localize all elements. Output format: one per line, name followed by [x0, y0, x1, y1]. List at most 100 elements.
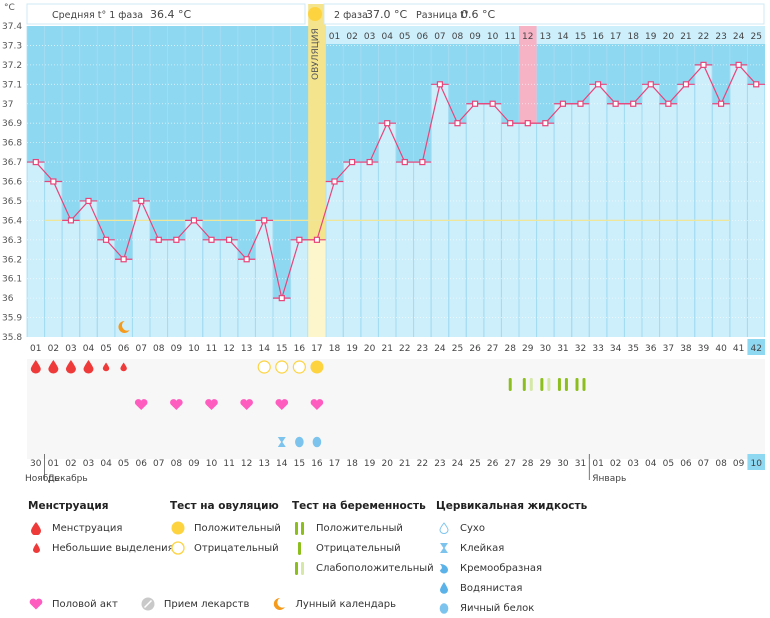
calendar-date-label: 04: [645, 459, 657, 469]
legend-title: Тест на беременность: [292, 500, 426, 512]
luteal-day-label: 13: [540, 32, 551, 42]
y-unit-label: °C: [4, 3, 15, 13]
temp-bar: [695, 64, 712, 337]
sticky-icon: [277, 437, 286, 447]
y-tick-label: 37.4: [2, 22, 22, 32]
calendar-date-label: 23: [434, 459, 445, 469]
calendar-date-label: 30: [557, 459, 569, 469]
pregnancy-test-stripe-icon: [529, 378, 533, 391]
temp-bar: [537, 123, 554, 337]
temperature-point: [296, 236, 303, 243]
calendar-date-label: 28: [522, 459, 534, 469]
temperature-point: [612, 100, 619, 107]
ovulation-test-negative-icon: [292, 360, 306, 374]
temperature-point: [559, 100, 567, 107]
cycle-day-label: 09: [171, 344, 183, 354]
y-tick-label: 36.5: [2, 197, 22, 207]
heart-icon: [275, 399, 289, 410]
phase2-avg-label: 2 фаза: [334, 10, 368, 21]
calendar-date-label: 10: [206, 459, 218, 469]
temp-bar: [326, 181, 343, 337]
legend-label: Половой акт: [52, 598, 118, 610]
today-highlight: [747, 454, 765, 470]
luteal-day-label: 25: [750, 32, 761, 42]
temp-bar: [220, 239, 238, 337]
month-label: Январь: [592, 474, 626, 484]
y-tick-label: 37.1: [2, 80, 22, 90]
temperature-point: [630, 100, 637, 107]
cycle-day-label: 17: [311, 344, 322, 354]
calendar-date-label: 10: [750, 459, 762, 469]
calendar-date-label: 20: [381, 459, 393, 469]
legend-label: Прием лекарств: [163, 598, 250, 610]
pregnancy-test-stripe-icon: [547, 378, 551, 391]
ovulation-test-negative-icon: [275, 360, 289, 374]
legend-title: Цервикальная жидкость: [436, 500, 588, 512]
temperature-point: [577, 100, 584, 107]
cycle-day-label: 32: [575, 344, 586, 354]
filled-circle-icon: [170, 520, 186, 536]
legend-label: Кремообразная: [460, 562, 543, 574]
current-day-highlight: [747, 339, 765, 355]
cycle-day-label: 06: [118, 344, 130, 354]
legend-label: Сухо: [460, 522, 485, 534]
phase2-header-box: [323, 3, 765, 25]
temperature-point: [735, 61, 742, 68]
cycle-day-label: 28: [504, 344, 516, 354]
legend-pregnancy-test: Тест на беременность Положительный Отриц…: [292, 500, 434, 578]
cycle-day-label: 34: [610, 344, 622, 354]
legend-title: Менструация: [28, 500, 109, 512]
calendar-date-label: 27: [504, 459, 515, 469]
cycle-day-label: 12: [223, 344, 234, 354]
temperature-point: [665, 100, 672, 107]
cycle-day-label: 30: [540, 344, 552, 354]
weak-stripes-icon: [292, 560, 308, 576]
legend-label: Водянистая: [460, 582, 523, 594]
luteal-day-label: 23: [715, 32, 726, 42]
luteal-day-label: 01: [329, 32, 340, 42]
y-tick-label: 36.6: [2, 178, 22, 188]
calendar-date-label: 05: [663, 459, 674, 469]
phase1-avg-label: Средняя t° 1 фаза: [52, 10, 143, 21]
cycle-day-label: 05: [100, 344, 111, 354]
phase2-avg-value: 37.0 °C: [366, 8, 407, 21]
temp-bar: [185, 220, 203, 337]
temp-bar: [642, 84, 660, 337]
cycle-day-label: 10: [188, 344, 200, 354]
cycle-day-label: 37: [663, 344, 674, 354]
legend-item: Небольшие выделения: [28, 538, 174, 558]
cycle-day-label: 29: [522, 344, 534, 354]
y-tick-label: 36.7: [2, 158, 22, 168]
calendar-date-label: 07: [698, 459, 709, 469]
cycle-day-label: 11: [206, 344, 217, 354]
cycle-day-label: 41: [733, 344, 744, 354]
temp-bar: [45, 181, 62, 337]
calendar-date-label: 07: [153, 459, 164, 469]
egg-white-icon: [312, 436, 322, 448]
temperature-point: [682, 81, 690, 88]
heart-icon: [170, 399, 183, 410]
y-tick-label: 36: [2, 294, 14, 304]
calendar-date-label: 13: [258, 459, 269, 469]
temperature-point: [717, 100, 725, 107]
calendar-date-label: 16: [311, 459, 323, 469]
luteal-day-label: 17: [610, 32, 621, 42]
cycle-day-label: 23: [417, 344, 428, 354]
legend-item: Менструация: [28, 518, 174, 538]
temp-bar: [80, 200, 97, 337]
cycle-day-label: 21: [381, 344, 392, 354]
cycle-day-label: 08: [153, 344, 165, 354]
legend-item: Лунный календарь: [271, 594, 396, 614]
cycle-day-label: 38: [680, 344, 692, 354]
legend-item: Сухо: [436, 518, 587, 538]
cycle-day-label: 22: [399, 344, 410, 354]
empty-circle-icon: [170, 540, 186, 556]
y-tick-label: 37.3: [2, 41, 22, 51]
temperature-point: [700, 61, 707, 68]
temperature-point: [138, 197, 145, 205]
temp-bar: [291, 239, 308, 337]
temperature-point: [261, 217, 268, 224]
legend-item: Прием лекарств: [140, 594, 250, 614]
legend-label: Небольшие выделения: [52, 542, 174, 554]
temp-bar: [132, 200, 150, 337]
